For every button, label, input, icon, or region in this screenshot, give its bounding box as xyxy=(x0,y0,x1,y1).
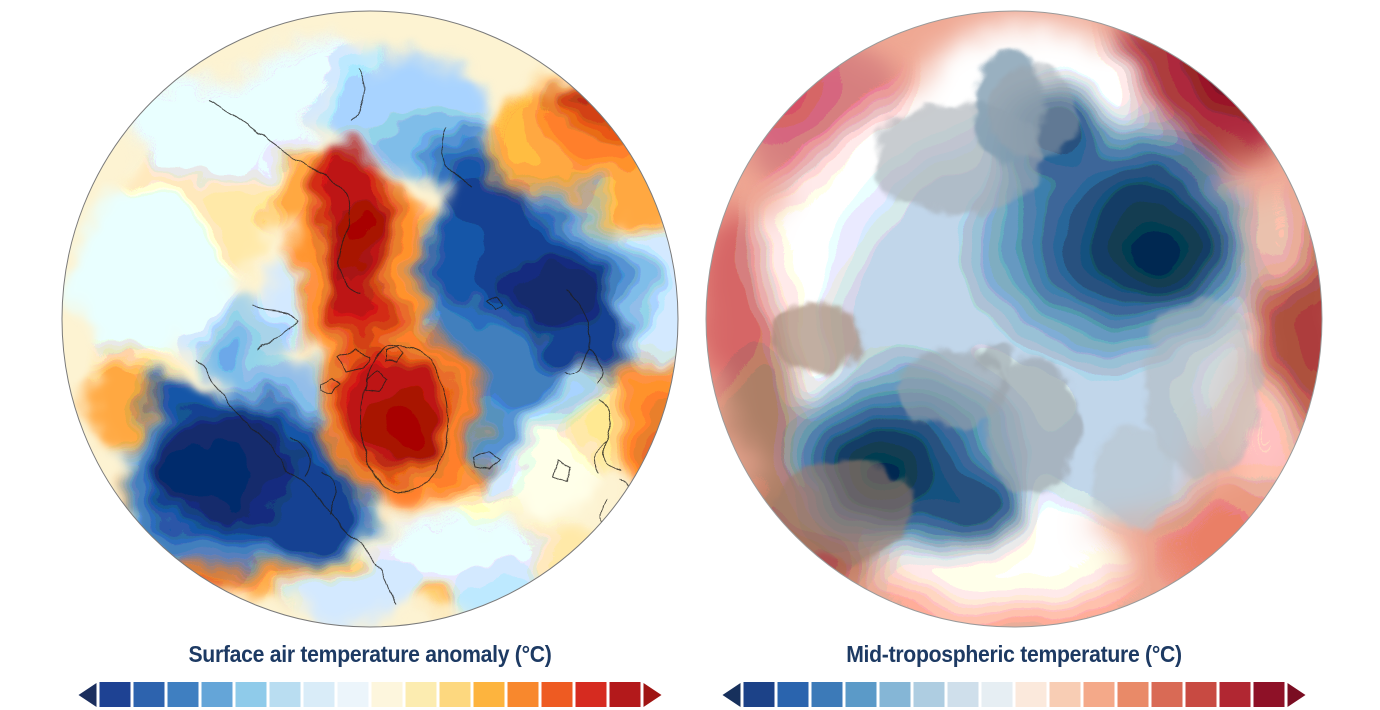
colorbar-swatch xyxy=(303,682,335,707)
colorbar-swatch xyxy=(913,682,945,707)
colorbar-swatch xyxy=(609,682,641,707)
map-mid-tropospheric-temperature xyxy=(705,10,1323,628)
colorbar-swatch xyxy=(1117,682,1149,707)
colorbar-swatch xyxy=(777,682,809,707)
map-outline xyxy=(705,10,1323,628)
colorbar-right-arrow-icon xyxy=(643,682,662,707)
colorbar-right-arrow-icon xyxy=(1287,682,1306,707)
colorbar-swatch xyxy=(439,682,471,707)
colorbar-swatch xyxy=(1049,682,1081,707)
colorbar-swatch xyxy=(337,682,369,707)
land-silhouettes xyxy=(773,53,1263,558)
colorbar-swatch xyxy=(947,682,979,707)
colorbar-swatches xyxy=(99,682,641,707)
colorbar-swatch xyxy=(575,682,607,707)
colorbar-swatch xyxy=(167,682,199,707)
colorbar-swatch xyxy=(473,682,505,707)
map-surface-air-temperature-anomaly xyxy=(61,10,679,628)
colorbar-swatch xyxy=(1253,682,1285,707)
panel-title-surface-air-temperature: Surface air temperature anomaly (°C) xyxy=(188,641,552,667)
panel-title-mid-tropospheric-temperature: Mid-tropospheric temperature (°C) xyxy=(846,641,1182,667)
colorbar-swatch xyxy=(99,682,131,707)
colorbar-swatch xyxy=(541,682,573,707)
colorbar-surface-air-temperature xyxy=(78,682,662,707)
panel-mid-tropospheric-temperature: Mid-tropospheric temperature (°C) xyxy=(703,0,1325,710)
colorbar-swatch xyxy=(1219,682,1251,707)
colorbar-left-arrow-icon xyxy=(722,682,741,707)
map-outline xyxy=(61,10,679,628)
colorbar-swatch xyxy=(235,682,267,707)
colorbar-swatch xyxy=(269,682,301,707)
colorbar-swatch xyxy=(201,682,233,707)
colorbar-swatch xyxy=(981,682,1013,707)
colorbar-swatch xyxy=(371,682,403,707)
colorbar-swatch xyxy=(133,682,165,707)
colorbar-swatch xyxy=(405,682,437,707)
colorbar-swatch xyxy=(845,682,877,707)
colorbar-swatch xyxy=(1083,682,1115,707)
coastlines xyxy=(196,67,658,605)
colorbar-left-arrow-icon xyxy=(78,682,97,707)
panel-surface-air-temperature: Surface air temperature anomaly (°C) xyxy=(59,0,681,710)
colorbar-swatch xyxy=(743,682,775,707)
colorbar-swatch xyxy=(1151,682,1183,707)
colorbar-swatch xyxy=(879,682,911,707)
colorbar-mid-tropospheric-temperature xyxy=(722,682,1306,707)
colorbar-swatches xyxy=(743,682,1285,707)
colorbar-swatch xyxy=(507,682,539,707)
colorbar-swatch xyxy=(1185,682,1217,707)
colorbar-swatch xyxy=(1015,682,1047,707)
colorbar-swatch xyxy=(811,682,843,707)
